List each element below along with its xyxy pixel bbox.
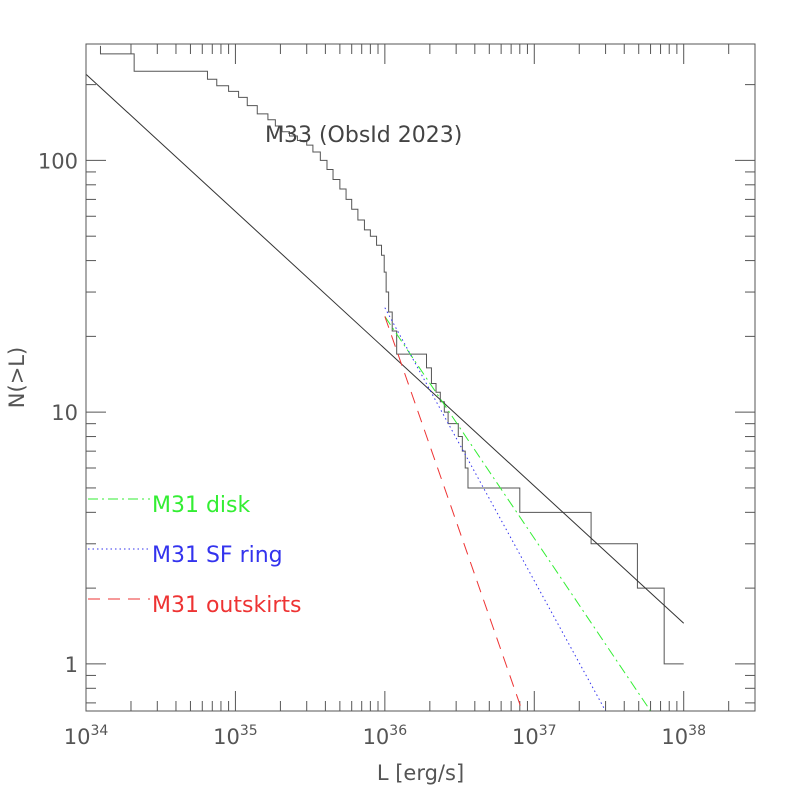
x-tick-label-base: 10 [213, 725, 240, 749]
y-axis-label: N(>L) [5, 347, 29, 408]
series-m31-sf-ring [384, 307, 607, 712]
plot-frame [85, 43, 756, 712]
x-tick-label-base: 10 [363, 725, 390, 749]
y-tick-label: 100 [38, 149, 78, 173]
series-m33-fit [85, 73, 685, 624]
x-tick-label-base: 10 [512, 725, 539, 749]
x-tick-label: 1034 [64, 723, 109, 749]
series-m31-outskirts [384, 316, 523, 712]
x-tick-label-exponent: 35 [240, 723, 258, 739]
legend-label: M31 SF ring [152, 543, 283, 568]
axis-ticks [85, 44, 756, 711]
y-tick-labels: 1 10 100 [38, 149, 78, 676]
x-tick-label-exponent: 38 [688, 723, 706, 739]
x-tick-label: 1037 [512, 723, 557, 749]
legend: M31 disk M31 SF ring M31 outskirts [88, 493, 301, 618]
series-m33-obsid-2023 [99, 45, 684, 665]
legend-label: M31 disk [152, 493, 251, 518]
legend-label: M31 outskirts [152, 593, 301, 618]
x-tick-label-exponent: 34 [90, 723, 108, 739]
x-tick-labels: 1034 1035 1036 1037 1038 [64, 723, 706, 749]
y-tick-label: 1 [65, 653, 78, 677]
x-tick-label-base: 10 [661, 725, 688, 749]
y-tick-label: 10 [51, 401, 78, 425]
x-tick-label-base: 10 [64, 725, 91, 749]
x-tick-label: 1036 [363, 723, 408, 749]
x-tick-label: 1035 [213, 723, 258, 749]
chart-annotation: M33 (ObsId 2023) [265, 123, 462, 148]
series-layer [85, 45, 685, 712]
x-tick-label: 1038 [661, 723, 706, 749]
series-m31-disk [384, 316, 651, 712]
x-tick-label-exponent: 36 [389, 723, 407, 739]
x-tick-label-exponent: 37 [539, 723, 557, 739]
x-axis-label: L [erg/s] [377, 761, 464, 785]
